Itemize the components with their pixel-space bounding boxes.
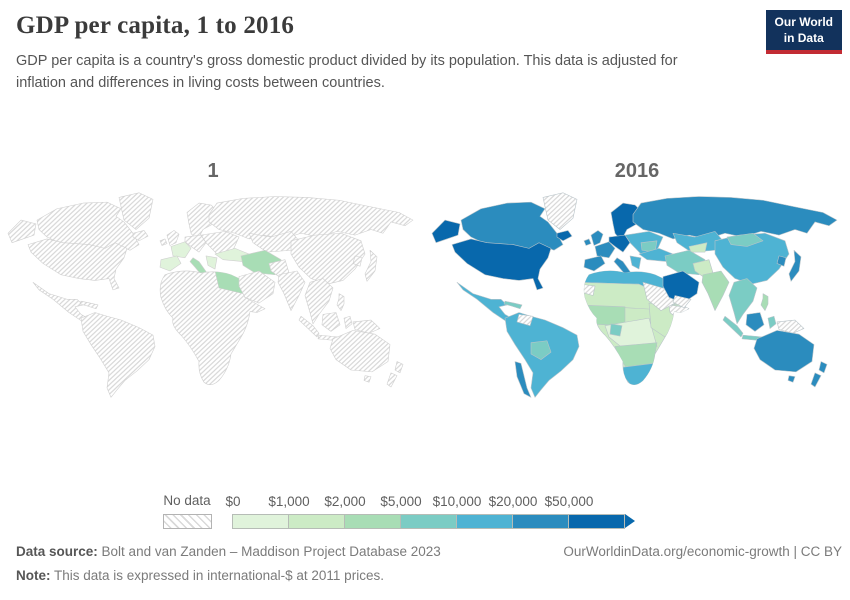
license-link[interactable]: | CC BY — [789, 544, 842, 559]
map-region-scandinavia[interactable] — [610, 202, 642, 242]
map-region-france[interactable] — [594, 241, 616, 259]
map-region-iceland[interactable] — [556, 230, 573, 242]
map-region-alaska[interactable] — [7, 219, 37, 243]
owid-logo[interactable]: Our World in Data — [765, 10, 842, 55]
map-region-west-africa[interactable] — [577, 304, 626, 326]
map-region-mongolia[interactable] — [726, 232, 764, 247]
legend-bin-5[interactable]: $10,000 — [433, 494, 513, 529]
chart-footer: Data source: Bolt and van Zanden – Maddi… — [16, 544, 842, 583]
footer-links: OurWorldinData.org/economic-growth | CC … — [563, 544, 842, 559]
map-region-uk-ireland[interactable] — [159, 230, 180, 246]
map-region-borneo[interactable] — [321, 312, 341, 332]
map-region-scandinavia[interactable] — [186, 202, 218, 242]
logo-line2: in Data — [783, 30, 824, 45]
map-region-iceland[interactable] — [132, 230, 149, 242]
map-region-alaska[interactable] — [431, 219, 461, 243]
map-region-china[interactable] — [290, 232, 366, 285]
legend-tick-label: $20,000 — [488, 494, 538, 509]
map-title-year-1: 1 — [207, 160, 219, 182]
map-region-sulawesi-isles[interactable] — [343, 315, 353, 329]
map-region-china[interactable] — [714, 232, 790, 285]
legend-bin-7[interactable]: $50,000 — [545, 494, 625, 529]
legend-bin-2[interactable]: $1,000 — [268, 494, 345, 529]
map-region-korea[interactable] — [352, 255, 363, 267]
map-region-wsahara[interactable] — [580, 283, 596, 296]
map-region-new-guinea[interactable] — [352, 319, 381, 334]
legend-no-data-label: No data — [163, 493, 211, 508]
map-region-australia[interactable] — [753, 330, 815, 383]
map-region-greenland[interactable] — [118, 192, 154, 230]
map-region-caribbean[interactable] — [503, 300, 523, 309]
legend-tick-label: $5,000 — [380, 494, 422, 509]
map-region-south-africa[interactable] — [622, 363, 654, 388]
map-region-usa[interactable] — [451, 238, 552, 291]
map-region-bolivia-paraguay[interactable] — [530, 340, 552, 360]
map-region-new-guinea[interactable] — [776, 319, 805, 334]
map-region-philippines[interactable] — [760, 293, 769, 311]
map-region-new-zealand[interactable] — [386, 361, 404, 388]
map-region-new-zealand[interactable] — [810, 361, 828, 388]
map-region-korea[interactable] — [776, 255, 787, 267]
map-region-chile[interactable] — [514, 361, 532, 398]
logo-line1: Our World — [774, 15, 833, 29]
map-region-greenland[interactable] — [542, 192, 578, 230]
chart-subtitle: GDP per capita is a country's gross dome… — [16, 53, 678, 92]
map-region-borneo[interactable] — [745, 312, 765, 332]
map-region-venezuela[interactable] — [516, 314, 534, 326]
data-source-line: Data source: Bolt and van Zanden – Maddi… — [16, 544, 842, 559]
legend-tick-label: $50,000 — [544, 494, 594, 509]
legend-no-data-swatch[interactable] — [163, 514, 212, 529]
note-value: This data is expressed in international-… — [54, 568, 384, 583]
map-title-year-2016: 2016 — [614, 160, 660, 182]
legend-tick-label: $1,000 — [268, 494, 310, 509]
legend-tick-label: $2,000 — [324, 494, 366, 509]
legend-bin-6[interactable]: $20,000 — [489, 494, 569, 529]
map-region-india[interactable] — [277, 270, 306, 311]
map-region-saudi-arabia[interactable] — [238, 270, 276, 304]
legend-bin-4[interactable]: $5,000 — [380, 494, 457, 529]
map-region-france[interactable] — [170, 241, 192, 259]
map-region-iberia[interactable] — [583, 255, 606, 272]
legend-tick-label: $10,000 — [432, 494, 482, 509]
map-region-saudi-arabia[interactable] — [662, 270, 700, 304]
data-source-label: Data source: — [16, 544, 98, 559]
map-region-caribbean[interactable] — [79, 300, 99, 309]
map-legend: No data $0 $1,000 $2,000 $5,000 $10,000 $20,0… — [0, 493, 850, 539]
map-region-sulawesi-isles[interactable] — [767, 315, 777, 329]
legend-color-bar: $0 $1,000 $2,000 $5,000 $10,000 $20,000 $50,00… — [225, 494, 635, 529]
data-source-value: Bolt and van Zanden – Maddison Project D… — [101, 544, 441, 559]
map-region-se-asia[interactable] — [728, 278, 758, 325]
legend-arrow-cap — [625, 514, 635, 528]
map-region-australia[interactable] — [329, 330, 391, 383]
legend-bin-3[interactable]: $2,000 — [324, 494, 401, 529]
map-region-uk-ireland[interactable] — [583, 230, 604, 246]
map-region-south-america[interactable] — [80, 312, 156, 398]
note-label: Note: — [16, 568, 51, 583]
world-map-year-1 — [7, 192, 414, 398]
map-region-se-asia[interactable] — [304, 278, 334, 325]
note-line: Note: This data is expressed in internat… — [16, 568, 842, 583]
map-region-yemen[interactable] — [672, 295, 692, 309]
world-map-year-2016 — [431, 192, 838, 398]
legend-bin-1[interactable]: $0 — [225, 494, 289, 529]
owid-url-link[interactable]: OurWorldinData.org/economic-growth — [563, 544, 790, 559]
map-region-japan[interactable] — [788, 249, 802, 282]
map-region-gabon-patch[interactable] — [609, 323, 623, 337]
page-title: GDP per capita, 1 to 2016 — [16, 12, 295, 39]
map-region-russia[interactable] — [632, 196, 838, 240]
map-region-usa[interactable] — [27, 238, 128, 291]
map-region-japan[interactable] — [364, 249, 378, 282]
map-region-greece-balkans[interactable] — [205, 255, 218, 270]
map-region-russia[interactable] — [208, 196, 414, 240]
map-region-iberia[interactable] — [159, 255, 182, 272]
map-region-india[interactable] — [701, 270, 730, 311]
map-region-greece-balkans[interactable] — [629, 255, 642, 270]
map-region-philippines[interactable] — [336, 293, 345, 311]
map-region-central-asia-patch[interactable] — [688, 242, 708, 253]
legend-tick-label: $0 — [225, 494, 241, 509]
